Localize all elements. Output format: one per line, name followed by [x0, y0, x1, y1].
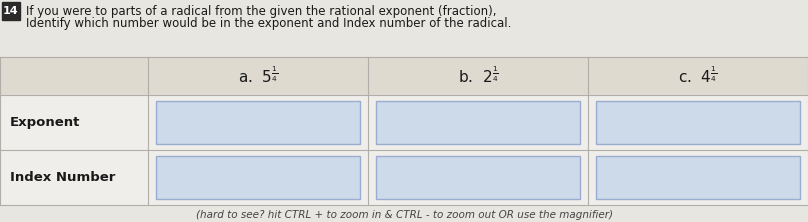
- Bar: [0, 57, 808, 95]
- Bar: [2, 2, 20, 20]
- Bar: [0, 150, 808, 205]
- Bar: [596, 101, 800, 144]
- Bar: [156, 101, 360, 144]
- Bar: [376, 101, 580, 144]
- Text: If you were to parts of a radical from the given the rational exponent (fraction: If you were to parts of a radical from t…: [26, 4, 496, 18]
- Bar: [0, 95, 808, 150]
- Text: Index Number: Index Number: [10, 171, 116, 184]
- Text: a.  $5^{\frac{1}{4}}$: a. $5^{\frac{1}{4}}$: [238, 65, 278, 87]
- Text: Identify which number would be in the exponent and Index number of the radical.: Identify which number would be in the ex…: [26, 18, 511, 30]
- Text: b.  $2^{\frac{1}{4}}$: b. $2^{\frac{1}{4}}$: [457, 65, 499, 87]
- Text: 14: 14: [3, 6, 19, 16]
- Text: Exponent: Exponent: [10, 116, 80, 129]
- Text: (hard to see? hit CTRL + to zoom in & CTRL - to zoom out OR use the magnifier): (hard to see? hit CTRL + to zoom in & CT…: [196, 210, 612, 220]
- Bar: [596, 156, 800, 199]
- Bar: [156, 156, 360, 199]
- Text: c.  $4^{\frac{1}{4}}$: c. $4^{\frac{1}{4}}$: [678, 65, 718, 87]
- Bar: [376, 156, 580, 199]
- Bar: [0, 57, 808, 205]
